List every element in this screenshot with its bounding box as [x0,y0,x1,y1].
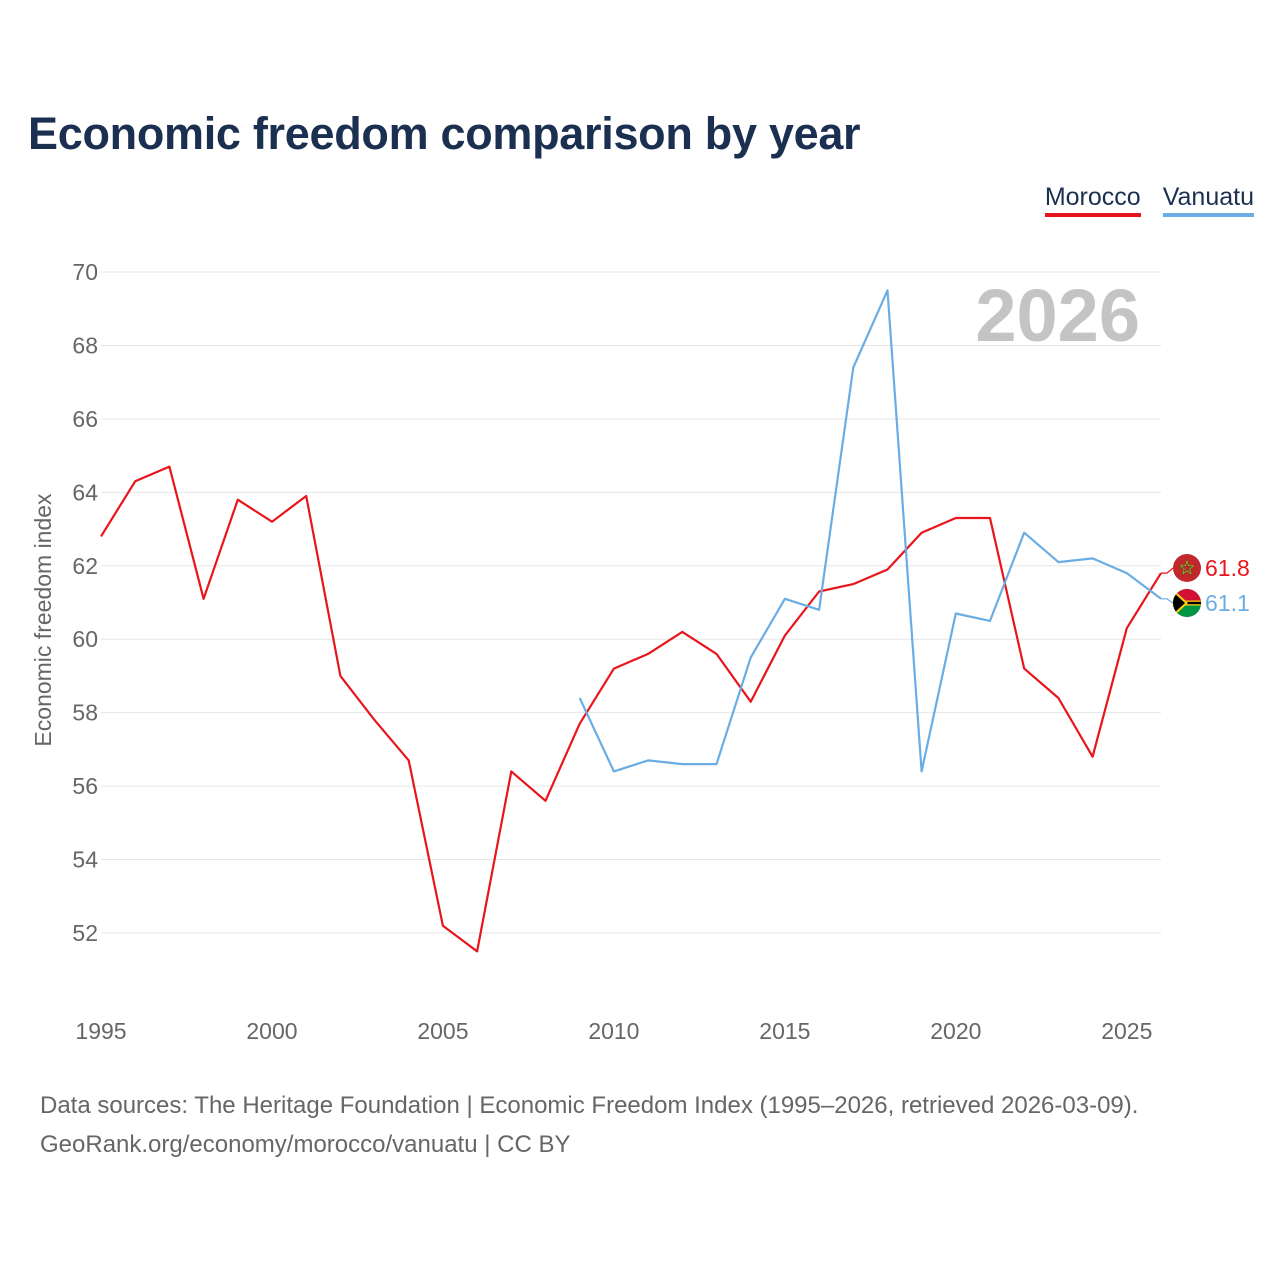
series-line-morocco [100,465,1162,953]
x-tick-label-2010: 2010 [588,1018,639,1044]
end-value-label-morocco: 61.8 [1205,555,1250,581]
chart-legend: Morocco Vanuatu [1044,183,1254,217]
legend-item-vanuatu[interactable]: Vanuatu [1162,183,1254,217]
y-tick-label-56: 56 [72,773,98,799]
flag-morocco-icon [1173,554,1201,582]
y-tick-label-68: 68 [72,332,98,358]
y-axis-ticks: 52 54 56 58 60 62 64 66 68 70 [72,259,98,946]
footer-attribution: GeoRank.org/economy/morocco/vanuatu | CC… [40,1131,571,1158]
leader-line-vanuatu [1161,598,1174,604]
y-tick-label-66: 66 [72,406,98,432]
x-tick-label-2005: 2005 [417,1018,468,1044]
y-tick-label-58: 58 [72,700,98,726]
x-tick-label-2020: 2020 [930,1018,981,1044]
y-tick-label-52: 52 [72,920,98,946]
footer-sources: Data sources: The Heritage Foundation | … [40,1092,1139,1119]
y-axis-label: Economic freedom index [30,493,56,747]
x-axis-ticks: 1995 2000 2005 2010 2015 2020 2025 [75,1018,1152,1044]
y-tick-label-54: 54 [72,847,98,873]
x-tick-label-1995: 1995 [75,1018,126,1044]
series-line-vanuatu [578,289,1162,773]
series-end-markers: 61.8 61.1 [1161,554,1250,618]
leader-line-morocco [1161,567,1174,574]
y-tick-label-64: 64 [72,479,98,505]
x-tick-label-2015: 2015 [759,1018,810,1044]
page-title: Economic freedom comparison by year [28,108,861,159]
chart-footer: Data sources: The Heritage Foundation | … [40,1086,1138,1164]
x-tick-label-2000: 2000 [246,1018,297,1044]
grid-lines [101,271,1161,934]
flag-vanuatu-icon [1172,588,1202,618]
year-watermark: 2026 [975,274,1140,357]
y-tick-label-70: 70 [72,259,98,285]
y-tick-label-62: 62 [72,553,98,579]
x-tick-label-2025: 2025 [1101,1018,1152,1044]
end-value-label-vanuatu: 61.1 [1205,590,1250,616]
y-tick-label-60: 60 [72,626,98,652]
legend-item-morocco[interactable]: Morocco [1044,183,1141,217]
series-lines [100,289,1162,953]
